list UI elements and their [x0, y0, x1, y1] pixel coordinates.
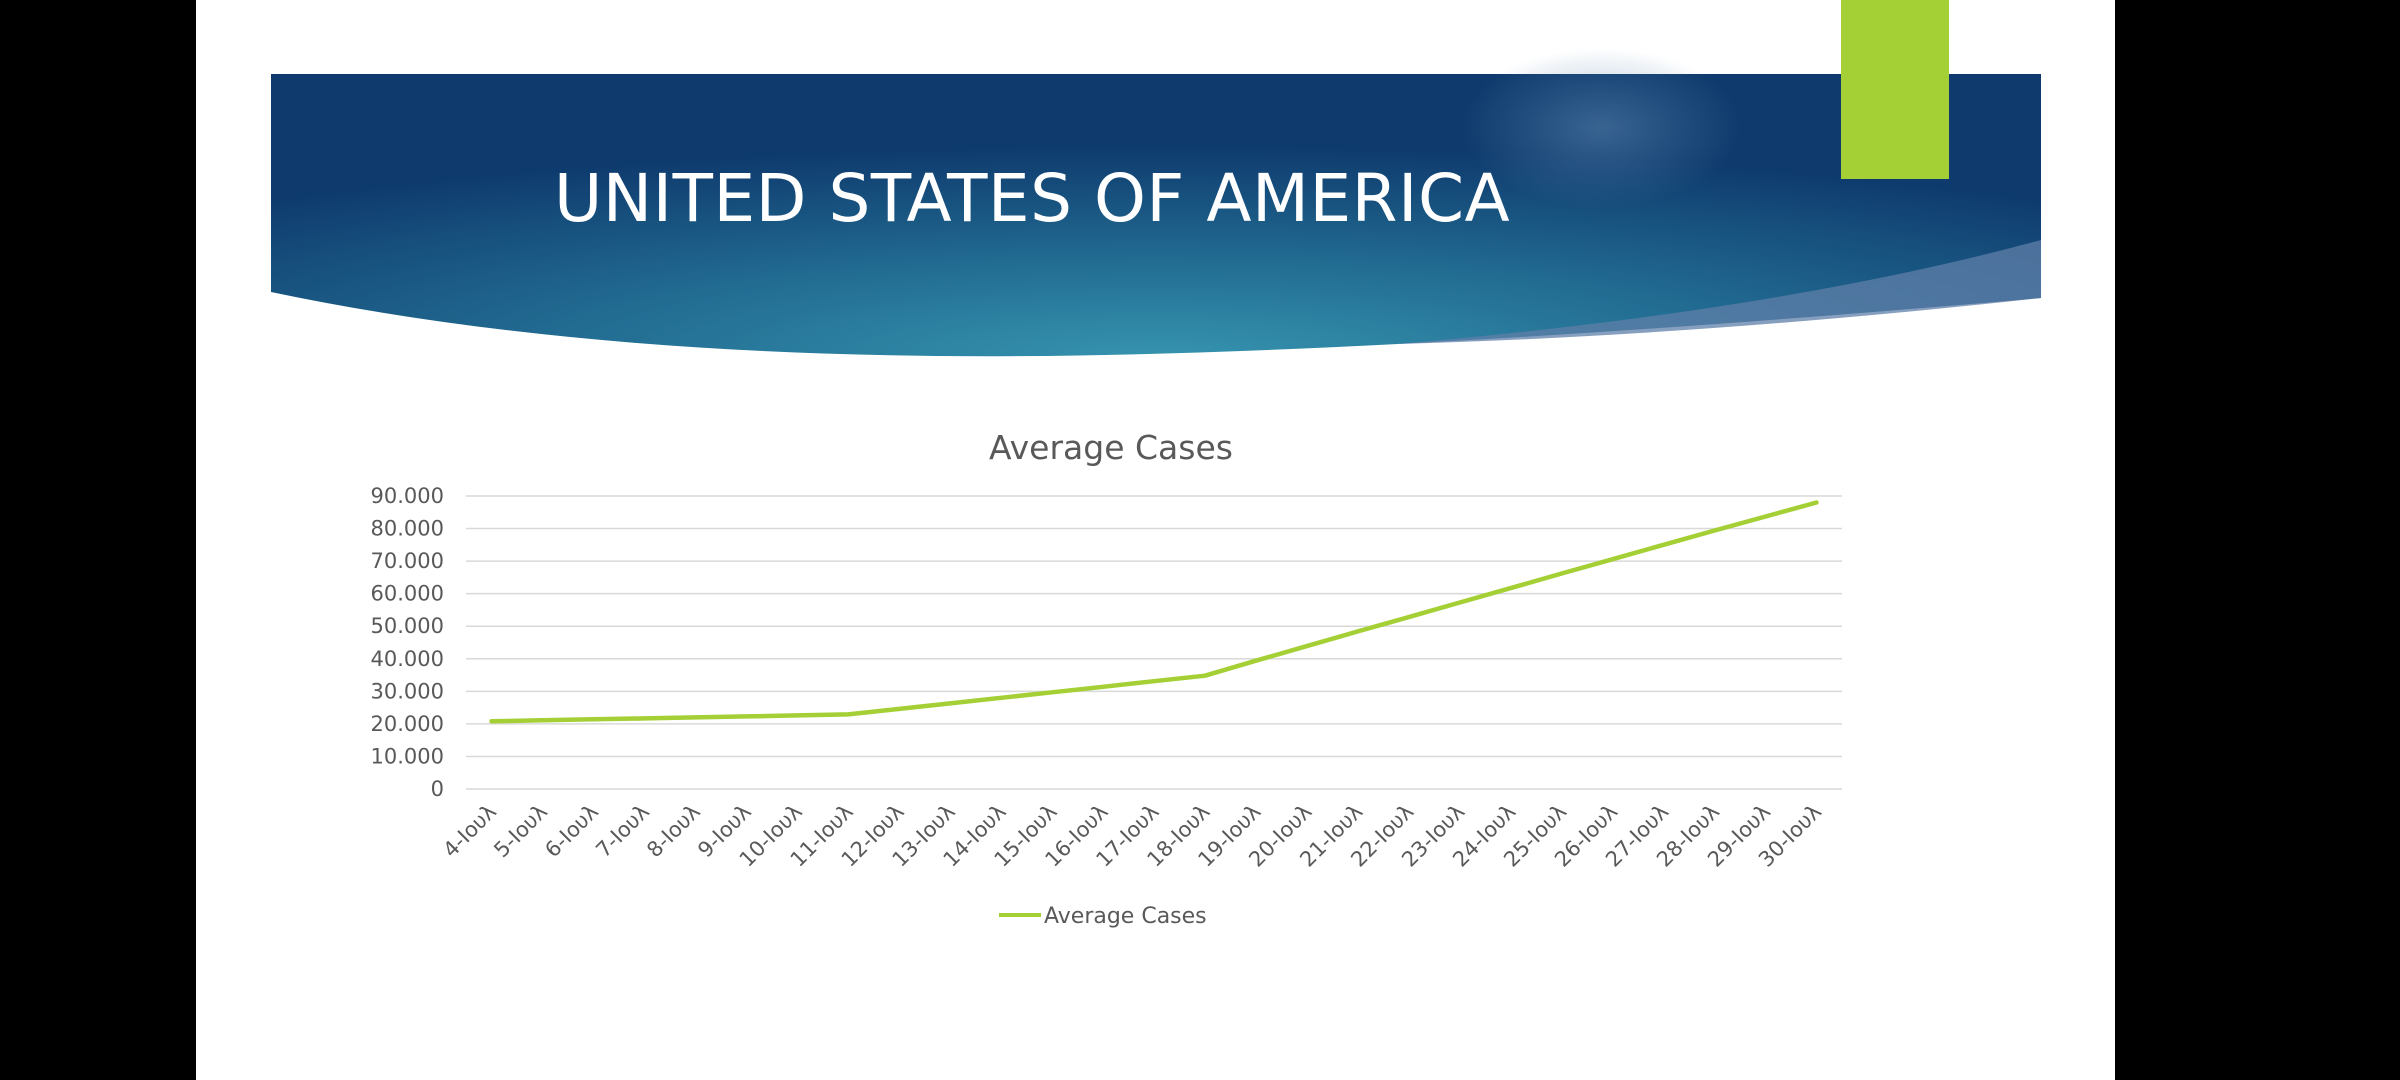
- accent-tab: [1841, 0, 1949, 179]
- header-banner: [271, 48, 2041, 357]
- y-tick-label: 90.000: [371, 484, 444, 508]
- series-line: [489, 500, 1819, 724]
- y-tick-label: 30.000: [371, 679, 444, 703]
- legend: Average Cases: [999, 904, 1207, 929]
- legend-label: Average Cases: [1044, 904, 1207, 929]
- y-tick-label: 40.000: [371, 647, 444, 671]
- y-tick-label: 10.000: [371, 744, 444, 768]
- y-tick-label: 60.000: [371, 582, 444, 606]
- y-axis-ticks: 0 10.000 20.000 30.000 40.000 50.000 60.000 70.…: [371, 484, 444, 801]
- y-tick-label: 0: [431, 777, 444, 801]
- x-tick-label: 7-Ιουλ: [591, 800, 654, 863]
- y-tick-label: 20.000: [371, 712, 444, 736]
- series-lines: [489, 500, 1819, 724]
- chart-title: Average Cases: [989, 428, 1233, 467]
- x-tick-label: 8-Ιουλ: [642, 800, 705, 863]
- slide: UNITED STATES OF AMERICA Average Cases 0…: [196, 0, 2115, 1080]
- y-tick-label: 50.000: [371, 614, 444, 638]
- x-axis-ticks: 4-Ιουλ5-Ιουλ6-Ιουλ7-Ιουλ8-Ιουλ9-Ιουλ10-Ι…: [438, 800, 1826, 872]
- y-tick-label: 80.000: [371, 517, 444, 541]
- slide-title: UNITED STATES OF AMERICA: [554, 160, 1511, 237]
- x-tick-label: 4-Ιουλ: [438, 800, 501, 863]
- gridlines: [466, 495, 1842, 790]
- y-tick-label: 70.000: [371, 549, 444, 573]
- x-tick-label: 5-Ιουλ: [489, 800, 552, 863]
- line-chart: Average Cases 0 10.000 20.000 30.000 40.000 5…: [371, 428, 1842, 929]
- x-tick-label: 6-Ιουλ: [540, 800, 603, 863]
